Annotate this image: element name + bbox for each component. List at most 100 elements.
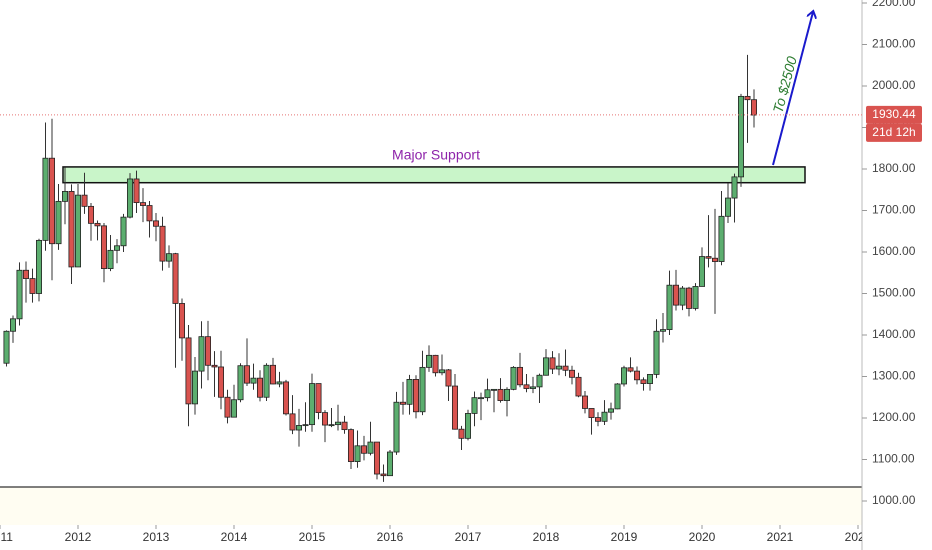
candle-body [666,284,673,331]
candle-body [127,178,134,218]
candle-body [497,388,504,401]
candle-body [62,191,69,202]
candle-body [263,364,270,398]
countdown-tag [866,123,922,142]
candle-body [582,395,589,409]
candle-body [484,389,491,399]
candle-body [432,354,439,374]
candle-body [354,445,361,462]
lower-pane [0,487,862,525]
candle-body [185,337,192,405]
candle-body [88,205,95,224]
candle-body [49,157,56,245]
x-tick-label: 2022 [845,530,872,544]
candle-body [237,365,244,401]
price-tag-label: 1930.44 [872,107,916,121]
candle-body [146,205,153,222]
candle-body [107,249,114,269]
candle-body [276,381,283,385]
candle-body [347,429,354,462]
candle-body [282,381,289,415]
candle-body [178,303,185,339]
candle-body [679,287,686,306]
candle-body [101,225,108,269]
price-tag [866,105,922,124]
candle-body [139,202,146,206]
candle-body [712,257,719,262]
y-tick-label: 1400.00 [872,327,916,341]
candle-body [55,200,62,245]
candle-body [471,397,478,414]
candle-body [9,318,16,332]
y-tick-label: 1500.00 [872,286,916,300]
candle-body [588,408,595,418]
candle-body [725,197,732,217]
candle-body [198,336,205,372]
x-tick-label: 2020 [689,530,716,544]
candle-body [250,377,257,384]
candle-body [22,269,29,279]
x-tick-label: 2019 [611,530,638,544]
candle-body [536,374,543,388]
candle-body [321,412,328,426]
candle-body [302,424,309,427]
candle-body [699,256,706,287]
candle-body [217,366,224,398]
candle-body [393,401,400,453]
x-tick-label: 2014 [221,530,248,544]
candle-body [425,354,432,368]
x-tick-label: 2021 [767,530,794,544]
candle-body [718,215,725,262]
candle-body [399,401,406,405]
candle-body [549,357,556,370]
candle-body [295,425,302,431]
x-tick-label: 2012 [65,530,92,544]
candle-body [705,256,712,259]
candle-body [751,99,758,116]
y-tick-label: 1300.00 [872,369,916,383]
candle-body [692,286,699,309]
y-tick-label: 1800.00 [872,161,916,175]
candle-body [575,376,582,397]
candle-body [406,379,413,405]
y-tick-label: 2100.00 [872,37,916,51]
x-tick-label: 2016 [377,530,404,544]
candle-body [464,413,471,439]
candle-body [334,421,341,426]
plot-area: 2011 2012 2013 2014 2015 2016 2017 2018 2019 2020… [0,54,872,544]
candle-body [490,388,497,391]
candle-body [419,366,426,413]
candle-body [634,370,641,381]
y-tick-label: 1200.00 [872,410,916,424]
candle-body [517,366,524,386]
candle-body [191,370,198,405]
candle-body [380,473,387,477]
candle-body [738,95,745,178]
candle-body [3,330,10,364]
candle-body [647,374,654,384]
candle-body [42,157,49,241]
candle-body [530,386,537,389]
candle-body [341,421,348,431]
candle-body [75,194,82,268]
y-tick-label: 1100.00 [872,452,915,466]
candle-body [172,253,179,304]
countdown-label: 21d 12h [872,125,915,139]
candle-body [445,369,452,387]
x-tick-label: 2018 [533,530,560,544]
candle-body [269,364,276,385]
candle-body [731,176,738,199]
candle-body [29,278,36,294]
candle-body [373,441,380,475]
candle-body [523,384,530,389]
candle-body [543,357,550,376]
candle-body [36,239,43,294]
x-tick-label: 2015 [299,530,326,544]
support-zone [62,166,806,184]
candle-body [243,365,250,384]
x-tick-label: 2011 [0,530,13,544]
candle-body [608,408,615,413]
candle-body [621,367,628,385]
